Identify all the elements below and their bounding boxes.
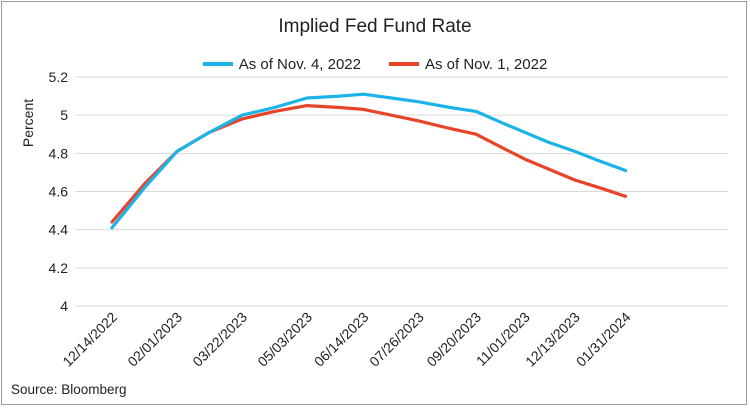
y-tick-label: 5 (60, 107, 68, 123)
legend-label-series-1: As of Nov. 4, 2022 (238, 55, 361, 73)
source-note: Source: Bloomberg (11, 382, 127, 397)
x-tick-labels: 12/14/2022 02/01/2023 03/22/2023 05/03/2023… (59, 309, 634, 370)
y-tick-label: 4.4 (49, 222, 69, 238)
y-tick-label: 4.8 (49, 145, 69, 161)
legend-item-series-1: As of Nov. 4, 2022 (202, 54, 361, 74)
x-tick-label: 06/14/2023 (311, 309, 372, 370)
legend-swatch-series-1 (202, 62, 233, 66)
x-tick-label: 07/26/2023 (366, 309, 427, 370)
x-tick-label: 03/22/2023 (189, 309, 250, 370)
gridlines (75, 76, 728, 307)
legend-item-series-2: As of Nov. 1, 2022 (389, 54, 547, 74)
legend: As of Nov. 4, 2022 As of Nov. 1, 2022 (0, 54, 750, 74)
series-line-2 (110, 103, 628, 224)
y-tick-label: 5.2 (49, 69, 69, 85)
y-tick-label: 4 (60, 298, 68, 314)
y-tick-label: 4.6 (49, 184, 69, 200)
series-lines (110, 92, 628, 230)
y-tick-label: 4.2 (49, 260, 69, 276)
x-tick-label: 12/14/2022 (59, 309, 120, 370)
x-tick-label: 02/01/2023 (124, 309, 185, 370)
y-tick-labels: 4 4.2 4.4 4.6 4.8 5 5.2 (49, 69, 69, 314)
legend-swatch-series-2 (389, 62, 419, 66)
legend-label-series-2: As of Nov. 1, 2022 (425, 55, 548, 73)
y-axis-label: Percent (20, 99, 36, 147)
series-line-1 (110, 92, 628, 230)
x-tick-label: 05/03/2023 (254, 309, 315, 370)
chart-title: Implied Fed Fund Rate (278, 16, 472, 37)
x-tick-label: 01/31/2024 (573, 309, 634, 370)
